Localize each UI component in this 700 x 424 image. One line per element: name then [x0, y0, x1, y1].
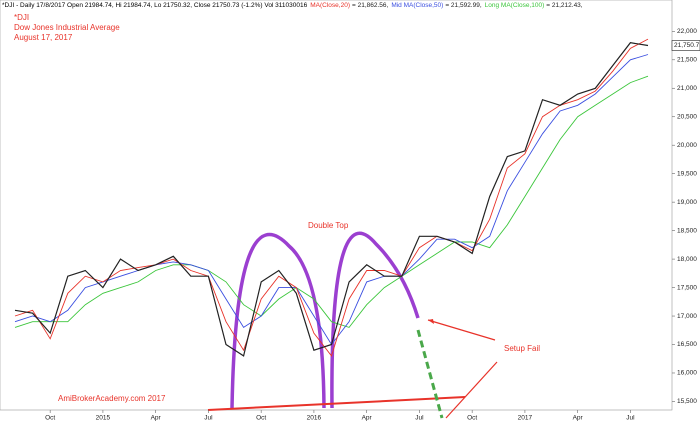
x-tick-label: 2017 — [518, 415, 533, 422]
chart-title: *DJI — [14, 13, 29, 22]
legend-value: = 21,862.56, — [352, 2, 389, 9]
plot-area — [0, 0, 673, 411]
price-line — [14, 42, 649, 357]
watermark: AmiBrokerAcademy.com 2017 — [58, 394, 166, 403]
y-tick-label: 15,500 — [677, 398, 697, 405]
x-tick-label: Apr — [573, 415, 584, 422]
x-tick-label: 2016 — [307, 415, 322, 422]
x-tick-label: Jul — [204, 415, 213, 422]
x-tick-label: Oct — [45, 415, 55, 422]
arrow-head — [428, 319, 434, 324]
arrow — [427, 319, 496, 341]
x-tick-label: 2015 — [96, 415, 111, 422]
x-tick-label: Oct — [256, 415, 266, 422]
fail-line — [416, 329, 444, 419]
header-text: *DJI - Daily 17/8/2017 Open 21984.74, Hi… — [2, 2, 308, 9]
legend-name: MA(Close,20) — [310, 2, 350, 9]
x-tick-label: Apr — [151, 415, 162, 422]
price-tag — [671, 40, 700, 51]
legend-name: Mid MA(Close,50) — [391, 2, 443, 9]
price-tag-label: 21,750.7 — [674, 42, 700, 49]
y-tick-label: 22,000 — [677, 28, 697, 35]
x-tick-label: Apr — [362, 415, 373, 422]
annotation: Double Top — [308, 221, 349, 230]
x-tick-label: Oct — [467, 415, 477, 422]
legend-name: Long MA(Close,100) — [485, 2, 545, 9]
y-tick-label: 19,000 — [677, 199, 697, 206]
chart-subtitle: Dow Jones Industrial Average — [14, 23, 120, 32]
y-tick-label: 19,500 — [677, 170, 697, 177]
double-top-arc — [330, 231, 420, 409]
y-tick-label: 17,000 — [677, 313, 697, 320]
y-tick-label: 18,000 — [677, 256, 697, 263]
y-tick-label: 21,000 — [677, 85, 697, 92]
x-tick-label: Jul — [626, 415, 635, 422]
y-tick-label: 16,000 — [677, 370, 697, 377]
arrow — [445, 361, 498, 419]
y-tick-label: 20,500 — [677, 113, 697, 120]
chart-date: August 17, 2017 — [14, 33, 73, 42]
y-tick-label: 21,500 — [677, 57, 697, 64]
annotation: Setup Fail — [504, 344, 540, 353]
x-tick-label: Jul — [415, 415, 424, 422]
double-top-arc — [230, 232, 326, 409]
legend-value: = 21,212.43, — [546, 2, 583, 9]
legend-value: = 21,592.99, — [445, 2, 482, 9]
y-tick-label: 17,500 — [677, 284, 697, 291]
support-line — [207, 396, 466, 411]
y-tick-label: 20,000 — [677, 142, 697, 149]
y-tick-label: 18,500 — [677, 227, 697, 234]
y-tick-label: 16,500 — [677, 341, 697, 348]
ma-line — [14, 38, 649, 357]
chart-header: *DJI - Daily 17/8/2017 Open 21984.74, Hi… — [2, 2, 583, 9]
drawings — [207, 231, 498, 419]
ma-line — [14, 75, 649, 328]
